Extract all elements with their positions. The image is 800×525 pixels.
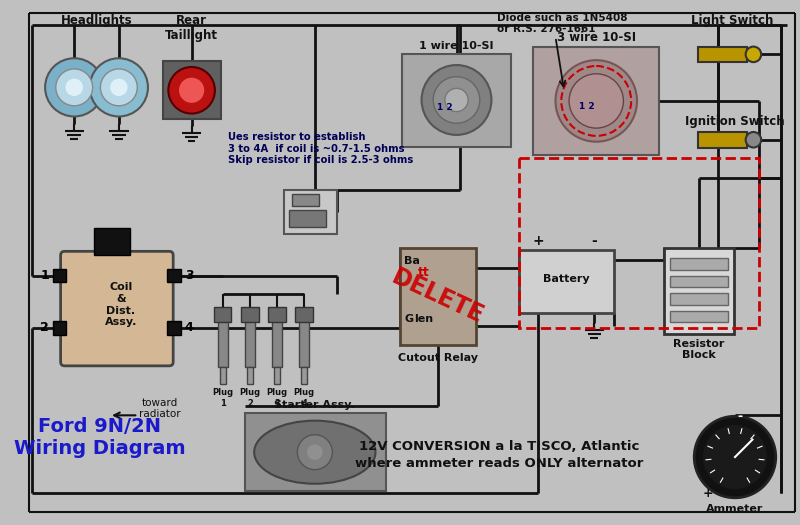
Circle shape xyxy=(703,425,767,489)
Bar xyxy=(299,318,309,367)
Bar xyxy=(245,413,386,491)
Text: 1 2: 1 2 xyxy=(437,103,453,112)
Circle shape xyxy=(434,77,480,123)
Bar xyxy=(53,269,66,282)
Bar xyxy=(167,321,181,335)
Circle shape xyxy=(555,60,637,142)
Text: +: + xyxy=(532,235,544,248)
Bar xyxy=(53,321,66,335)
Text: Diode such as 1N5408
or R.S. 276-1661: Diode such as 1N5408 or R.S. 276-1661 xyxy=(498,13,628,34)
Circle shape xyxy=(298,435,332,470)
Bar xyxy=(698,132,746,148)
Bar xyxy=(518,250,614,313)
Bar xyxy=(664,248,734,334)
Text: Resistor
Block: Resistor Block xyxy=(674,339,725,360)
Text: tt: tt xyxy=(418,266,430,279)
Text: 1 wire 10-SI: 1 wire 10-SI xyxy=(419,41,494,51)
Text: G: G xyxy=(404,314,414,324)
Text: Battery: Battery xyxy=(543,275,590,285)
Circle shape xyxy=(56,69,93,106)
Bar xyxy=(302,367,307,384)
Text: 4: 4 xyxy=(185,321,194,334)
Circle shape xyxy=(110,79,127,96)
Text: Plug
4: Plug 4 xyxy=(294,388,314,407)
Bar xyxy=(245,318,254,367)
Circle shape xyxy=(101,69,138,106)
Text: 1: 1 xyxy=(40,269,49,282)
Bar xyxy=(698,47,746,62)
Bar xyxy=(220,367,226,384)
Circle shape xyxy=(746,132,761,148)
Bar xyxy=(670,293,728,304)
Text: -: - xyxy=(738,410,742,423)
Text: +: + xyxy=(702,487,713,500)
Text: -: - xyxy=(591,235,597,248)
Text: 2: 2 xyxy=(40,321,49,334)
Text: Coil
&
Dist.
Assy.: Coil & Dist. Assy. xyxy=(105,282,137,327)
Text: len: len xyxy=(414,314,433,324)
Bar xyxy=(241,307,258,322)
Bar xyxy=(670,258,728,270)
Text: Plug
3: Plug 3 xyxy=(266,388,287,407)
Text: Plug
2: Plug 2 xyxy=(239,388,260,407)
Bar xyxy=(400,248,476,345)
FancyBboxPatch shape xyxy=(61,251,173,366)
Bar xyxy=(291,194,318,206)
Circle shape xyxy=(179,78,204,103)
Circle shape xyxy=(422,65,491,135)
Text: DELETE: DELETE xyxy=(388,265,488,329)
Circle shape xyxy=(445,88,468,112)
Circle shape xyxy=(66,79,83,96)
Text: Ford 9N/2N
Wiring Diagram: Ford 9N/2N Wiring Diagram xyxy=(14,417,186,458)
Bar xyxy=(247,367,253,384)
Text: Ammeter: Ammeter xyxy=(706,503,764,513)
Circle shape xyxy=(694,416,776,498)
Text: Starter Assy.: Starter Assy. xyxy=(274,400,355,410)
Text: toward
radiator: toward radiator xyxy=(138,398,181,419)
Text: Ues resistor to establish
3 to 4A  if coil is ~0.7-1.5 ohms
Skip resistor if coi: Ues resistor to establish 3 to 4A if coi… xyxy=(227,132,413,165)
Text: Ignition Switch: Ignition Switch xyxy=(685,114,785,128)
Text: Plug
1: Plug 1 xyxy=(212,388,234,407)
Text: where ammeter reads ONLY alternator: where ammeter reads ONLY alternator xyxy=(355,457,643,470)
Bar xyxy=(274,367,280,384)
Circle shape xyxy=(90,58,148,117)
Text: 1 2: 1 2 xyxy=(578,102,594,111)
Bar xyxy=(670,276,728,287)
Bar xyxy=(289,209,326,227)
Text: Rear
Taillight: Rear Taillight xyxy=(165,14,218,41)
Bar xyxy=(518,158,759,328)
Text: Light Switch: Light Switch xyxy=(691,14,774,27)
Bar xyxy=(670,310,728,322)
Bar xyxy=(295,307,313,322)
Bar xyxy=(533,47,659,155)
Text: 3 wire 10-SI: 3 wire 10-SI xyxy=(557,30,636,44)
Text: 3: 3 xyxy=(185,269,194,282)
Bar xyxy=(167,269,181,282)
Text: 12V CONVERSION a la TISCO, Atlantic: 12V CONVERSION a la TISCO, Atlantic xyxy=(359,439,639,453)
Text: Headlights: Headlights xyxy=(61,14,132,27)
Bar xyxy=(214,307,231,322)
Text: Ba: Ba xyxy=(404,256,420,266)
Circle shape xyxy=(168,67,215,113)
Bar xyxy=(218,318,227,367)
Bar xyxy=(162,61,221,119)
Circle shape xyxy=(569,74,623,128)
Bar xyxy=(272,318,282,367)
Bar xyxy=(268,307,286,322)
Bar xyxy=(94,228,130,255)
Text: Cutout Relay: Cutout Relay xyxy=(398,353,478,363)
Circle shape xyxy=(746,47,761,62)
Circle shape xyxy=(45,58,103,117)
Circle shape xyxy=(307,445,322,460)
Bar xyxy=(402,55,511,146)
Bar xyxy=(284,190,337,234)
Ellipse shape xyxy=(254,421,375,484)
